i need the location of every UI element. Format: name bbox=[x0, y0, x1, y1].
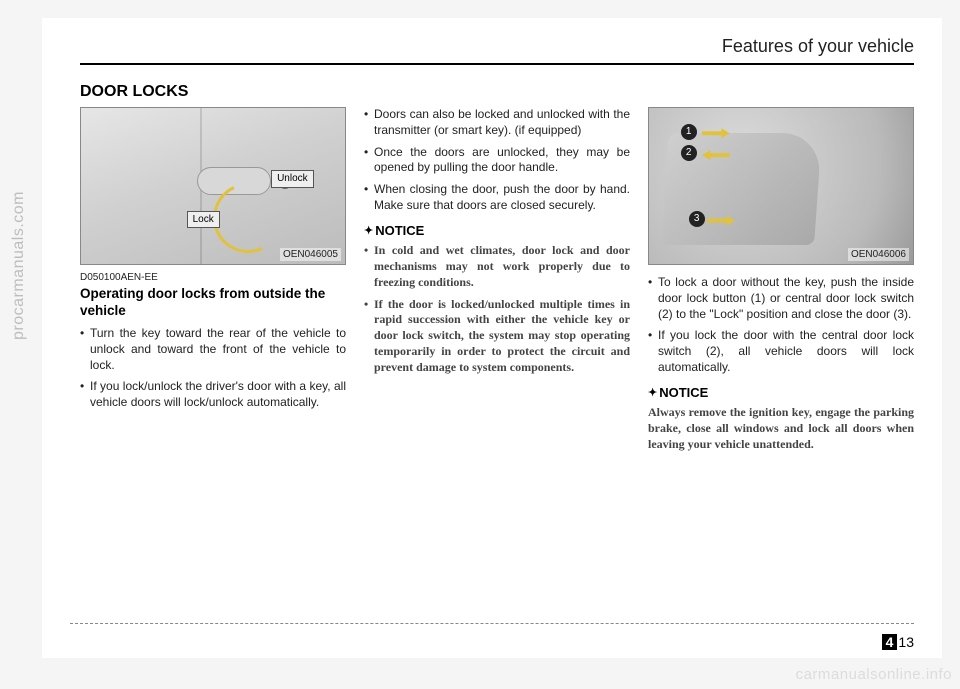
figure-interior-door-lock: 1 2 3 OEN046006 bbox=[648, 107, 914, 265]
bullet-list: Doors can also be locked and unlocked wi… bbox=[364, 107, 630, 214]
subheading-operating-outside: Operating door locks from outside the ve… bbox=[80, 286, 346, 320]
list-item: When closing the door, push the door by … bbox=[364, 182, 630, 214]
page-num: 13 bbox=[898, 634, 914, 650]
column-1: Lock Unlock OEN046005 D050100AEN-EE Oper… bbox=[80, 107, 346, 453]
bullet-list: Turn the key toward the rear of the vehi… bbox=[80, 326, 346, 411]
reference-code: D050100AEN-EE bbox=[80, 271, 346, 284]
chapter-number: 4 bbox=[882, 634, 898, 650]
footer-rule bbox=[70, 623, 914, 624]
content-columns: Lock Unlock OEN046005 D050100AEN-EE Oper… bbox=[80, 107, 914, 453]
notice-body: Always remove the ignition key, engage t… bbox=[648, 405, 914, 452]
list-item: Once the doors are unlocked, they may be… bbox=[364, 145, 630, 177]
watermark-side: procarmanuals.com bbox=[10, 191, 28, 340]
figure-exterior-door-lock: Lock Unlock OEN046005 bbox=[80, 107, 346, 265]
notice-label: NOTICE bbox=[375, 223, 424, 238]
notice-heading: ✦NOTICE bbox=[648, 384, 914, 401]
list-item: If the door is locked/unlocked multiple … bbox=[364, 297, 630, 376]
manual-page: Features of your vehicle DOOR LOCKS Lock… bbox=[42, 18, 942, 658]
list-item: Turn the key toward the rear of the vehi… bbox=[80, 326, 346, 373]
label-lock: Lock bbox=[187, 211, 220, 228]
diamond-icon: ✦ bbox=[648, 387, 657, 399]
notice-label: NOTICE bbox=[659, 385, 708, 400]
column-2: Doors can also be locked and unlocked wi… bbox=[364, 107, 630, 453]
header-rule bbox=[80, 63, 914, 65]
list-item: If you lock/unlock the driver's door wit… bbox=[80, 379, 346, 411]
list-item: Doors can also be locked and unlocked wi… bbox=[364, 107, 630, 139]
figure-code: OEN046006 bbox=[848, 248, 909, 261]
watermark-bottom: carmanualsonline.info bbox=[796, 666, 952, 683]
callout-3: 3 bbox=[689, 211, 705, 227]
bullet-list: To lock a door without the key, push the… bbox=[648, 275, 914, 376]
notice-list: In cold and wet climates, door lock and … bbox=[364, 243, 630, 376]
notice-heading: ✦NOTICE bbox=[364, 222, 630, 239]
diamond-icon: ✦ bbox=[364, 225, 373, 237]
list-item: To lock a door without the key, push the… bbox=[648, 275, 914, 322]
list-item: If you lock the door with the central do… bbox=[648, 328, 914, 375]
page-header: Features of your vehicle bbox=[80, 36, 914, 63]
callout-1: 1 bbox=[681, 124, 697, 140]
section-title: DOOR LOCKS bbox=[80, 83, 914, 101]
column-3: 1 2 3 OEN046006 To lock a door without t… bbox=[648, 107, 914, 453]
figure-code: OEN046005 bbox=[280, 248, 341, 261]
label-unlock: Unlock bbox=[271, 170, 314, 187]
list-item: In cold and wet climates, door lock and … bbox=[364, 243, 630, 290]
page-number: 413 bbox=[882, 634, 914, 650]
